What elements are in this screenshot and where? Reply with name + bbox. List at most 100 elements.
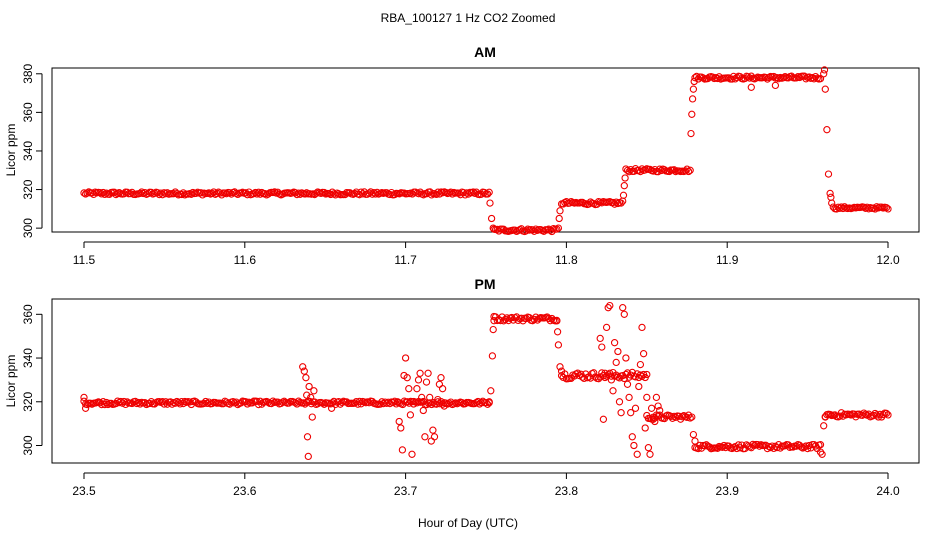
data-point (598, 343, 606, 351)
data-point (882, 409, 891, 418)
data-point (440, 402, 448, 410)
pm-series (80, 301, 892, 461)
data-point (713, 444, 722, 452)
x-axis-label: Hour of Day (UTC) (418, 516, 518, 530)
data-point (308, 413, 316, 421)
data-point (647, 404, 656, 412)
data-point (300, 367, 308, 375)
data-point (532, 225, 540, 233)
data-point (409, 400, 418, 408)
data-point (299, 363, 307, 371)
data-point (302, 374, 310, 382)
data-point (688, 110, 696, 118)
data-point (303, 433, 312, 441)
data-point (557, 367, 566, 375)
data-point (621, 174, 629, 182)
data-point (610, 339, 619, 347)
x-tick-label: 11.7 (394, 253, 417, 267)
data-point (606, 301, 614, 310)
data-point (625, 168, 633, 176)
data-point (649, 167, 657, 175)
data-point (171, 399, 179, 407)
data-point (545, 314, 553, 323)
data-point (747, 83, 755, 91)
data-point (304, 452, 312, 461)
data-point (406, 411, 415, 419)
data-point (670, 166, 678, 174)
data-point (416, 369, 424, 377)
data-point (684, 167, 693, 176)
data-point (80, 393, 88, 402)
data-point (485, 188, 493, 196)
y-tick-label: 300 (21, 435, 35, 455)
data-point (820, 422, 828, 430)
data-point (826, 189, 834, 198)
data-point (690, 77, 698, 86)
data-point (614, 347, 622, 356)
data-point (434, 395, 442, 404)
data-point (438, 385, 447, 393)
data-point (633, 450, 641, 458)
data-point (620, 374, 628, 383)
data-point (455, 189, 463, 197)
data-point (652, 393, 661, 402)
data-point (489, 325, 497, 334)
data-point (522, 314, 530, 323)
am-x-axis: 11.5 11.6 11.7 11.8 11.9 12.0 (73, 241, 900, 267)
am-plot-frame (51, 67, 920, 233)
data-point (490, 312, 498, 321)
data-point (607, 376, 616, 384)
data-point (553, 328, 562, 336)
data-point (691, 437, 699, 445)
data-point (487, 214, 496, 223)
data-point (871, 205, 879, 213)
data-point (269, 397, 277, 405)
data-point (590, 369, 598, 377)
data-point (486, 199, 494, 207)
data-point (435, 380, 444, 388)
data-point (123, 188, 131, 196)
data-point (408, 450, 416, 458)
data-point (643, 370, 651, 379)
x-tick-label: 11.5 (73, 253, 96, 267)
data-point (622, 354, 630, 362)
data-point (688, 95, 697, 103)
data-point (556, 207, 564, 215)
y-tick-label: 300 (21, 218, 35, 238)
data-point (590, 199, 598, 208)
data-point (483, 190, 492, 198)
data-point (636, 360, 645, 369)
x-tick-label: 24.0 (876, 484, 900, 498)
pm-panel: PM 23.5 23.6 23.7 23.8 23.9 24.0 300 320 340 360… (4, 276, 920, 498)
data-point (422, 378, 431, 386)
data-point (689, 85, 698, 93)
data-point (437, 374, 445, 382)
data-point (198, 191, 207, 199)
data-point (821, 413, 829, 421)
data-point (612, 358, 620, 367)
data-point (816, 448, 825, 456)
data-point (792, 442, 800, 450)
data-point (393, 398, 402, 406)
data-point (391, 190, 399, 199)
data-point (99, 188, 107, 197)
x-tick-label: 23.5 (72, 484, 96, 498)
x-tick-label: 11.9 (716, 253, 739, 267)
data-point (821, 85, 829, 93)
data-point (554, 341, 563, 349)
data-point (305, 382, 313, 391)
data-point (401, 354, 410, 362)
data-point (641, 424, 649, 432)
data-point (405, 385, 413, 393)
data-point (651, 417, 659, 426)
data-point (553, 225, 561, 233)
data-point (427, 400, 436, 409)
data-point (771, 81, 780, 90)
x-tick-label: 23.7 (394, 484, 418, 498)
data-point (654, 402, 662, 410)
data-point (631, 404, 640, 412)
data-point (243, 400, 252, 408)
data-point (617, 199, 625, 207)
data-point (427, 191, 436, 199)
